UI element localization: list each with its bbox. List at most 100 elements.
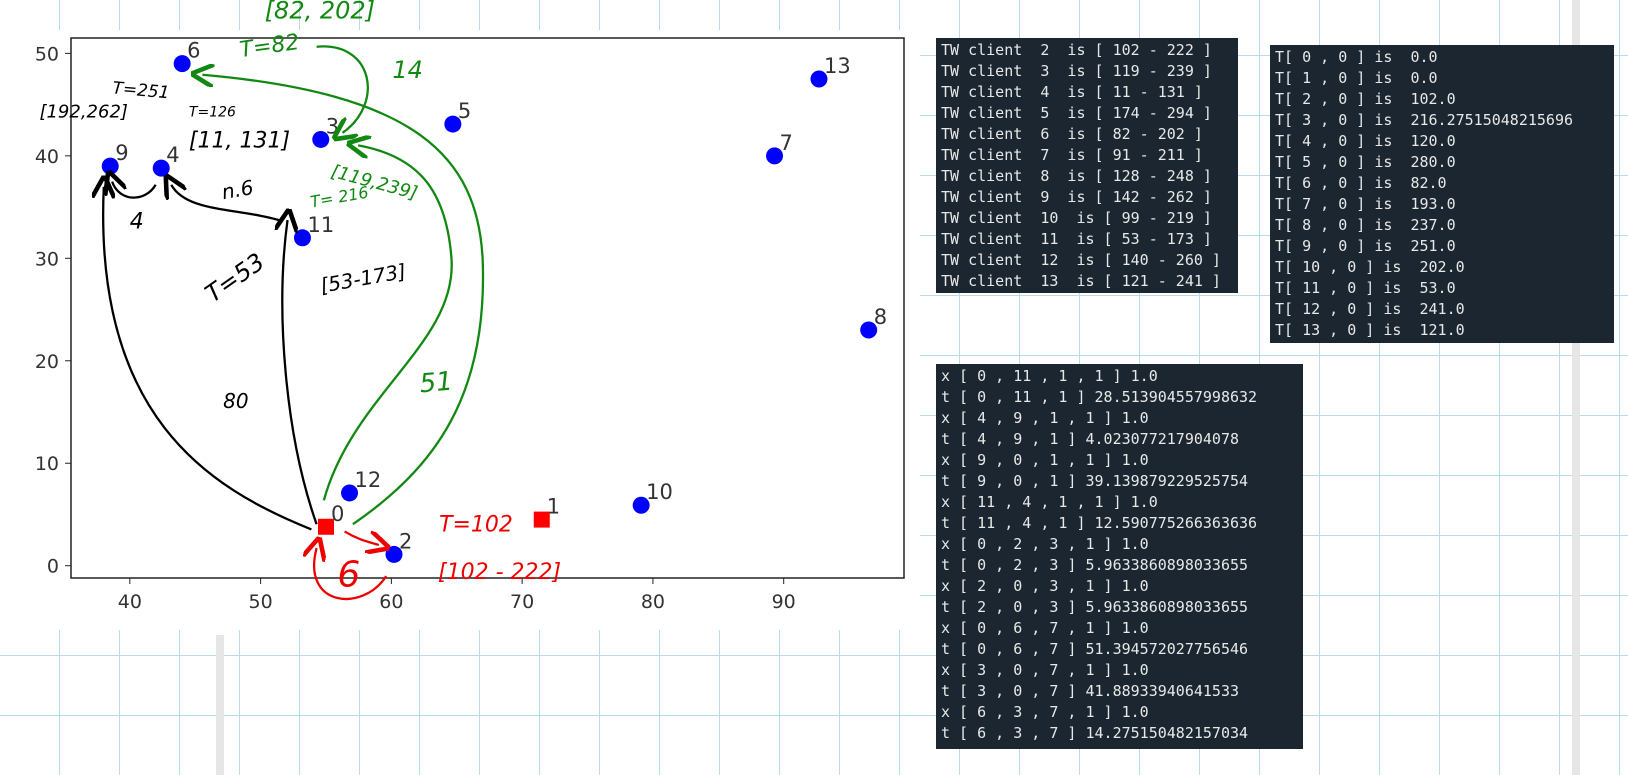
handwritten-note: n.6 bbox=[220, 175, 255, 204]
point-label: 9 bbox=[115, 141, 128, 165]
console-line: T[ 12 , 0 ] is 241.0 bbox=[1275, 300, 1465, 318]
console-line: T[ 11 , 0 ] is 53.0 bbox=[1275, 279, 1456, 297]
console-output: TW client 2 is [ 102 - 222 ] TW client 3 … bbox=[936, 38, 1238, 293]
point-label: 4 bbox=[166, 143, 179, 167]
depot-point bbox=[533, 511, 550, 528]
handwritten-note: [192,262] bbox=[39, 101, 127, 122]
console-line: T[ 3 , 0 ] is 216.2751504821569​6 bbox=[1275, 111, 1574, 129]
console-line: x [ 0 , 2 , 3 , 1 ] 1.0 bbox=[941, 535, 1149, 553]
handwritten-note: T=251 bbox=[112, 78, 171, 103]
depot-point bbox=[318, 518, 334, 535]
handwritten-note: T=102 bbox=[439, 512, 513, 537]
x-tick-label: 60 bbox=[379, 591, 403, 613]
arrow bbox=[202, 75, 485, 526]
arrow bbox=[282, 220, 318, 525]
console-line: TW client 6 is [ 82 - 202 ] bbox=[941, 125, 1203, 143]
client-point bbox=[632, 496, 650, 514]
divider bbox=[1572, 0, 1580, 775]
y-tick-label: 50 bbox=[35, 43, 59, 65]
console-line: x [ 6 , 3 , 7 , 1 ] 1.0 bbox=[941, 703, 1149, 721]
handwritten-note: [102 - 222] bbox=[438, 560, 561, 585]
console-line: TW client 9 is [ 142 - 262 ] bbox=[941, 188, 1212, 206]
console-line: T[ 6 , 0 ] is 82.0 bbox=[1275, 174, 1447, 192]
console-line: TW client 4 is [ 11 - 131 ] bbox=[941, 83, 1203, 101]
handwritten-note: [11, 131] bbox=[189, 128, 290, 153]
handwriting bbox=[103, 45, 485, 601]
handwritten-note: 6 bbox=[337, 554, 360, 595]
point-label: 2 bbox=[399, 529, 412, 553]
console-line: x [ 4 , 9 , 1 , 1 ] 1.0 bbox=[941, 409, 1149, 427]
y-tick-label: 10 bbox=[35, 453, 59, 475]
point-label: 6 bbox=[187, 39, 200, 63]
console-line: T[ 9 , 0 ] is 251.0 bbox=[1275, 237, 1456, 255]
console-line: x [ 2 , 0 , 3 , 1 ] 1.0 bbox=[941, 577, 1149, 595]
console-line: t [ 9 , 0 , 1 ] 39.139879229525754 bbox=[941, 472, 1249, 490]
y-tick-label: 30 bbox=[35, 248, 59, 270]
point-label: 3 bbox=[326, 114, 339, 138]
console-line: T[ 13 , 0 ] is 121.0 bbox=[1275, 321, 1465, 339]
point-label: 1 bbox=[547, 495, 560, 519]
point-label: 13 bbox=[824, 54, 851, 78]
console-line: TW client 11 is [ 53 - 173 ] bbox=[941, 230, 1212, 248]
arrow bbox=[103, 187, 312, 531]
x-tick-label: 90 bbox=[772, 591, 796, 613]
console-line: T[ 7 , 0 ] is 193.0 bbox=[1275, 195, 1456, 213]
x-tick-label: 40 bbox=[118, 591, 142, 613]
y-tick-label: 0 bbox=[47, 556, 59, 578]
client-point bbox=[766, 147, 784, 165]
y-tick-label: 40 bbox=[35, 146, 59, 168]
console-output: x [ 0 , 11 , 1 , 1 ] 1.0 t [ 0 , 11 , 1 ]… bbox=[936, 364, 1303, 749]
arrow bbox=[314, 548, 388, 601]
console-line: t [ 6 , 3 , 7 ] 14.275150482157034 bbox=[941, 724, 1249, 742]
console-line: TW client 7 is [ 91 - 211 ] bbox=[941, 146, 1203, 164]
client-point bbox=[810, 70, 828, 88]
console-line: x [ 11 , 4 , 1 , 1 ] 1.0 bbox=[941, 493, 1158, 511]
console-line: TW client 13 is [ 121 - 241 ] bbox=[941, 272, 1221, 290]
client-point bbox=[860, 321, 878, 339]
point-label: 7 bbox=[780, 131, 793, 155]
handwritten-note: 80 bbox=[223, 389, 248, 413]
console-line: T[ 1 , 0 ] is 0.0 bbox=[1275, 69, 1438, 87]
console-line: TW client 2 is [ 102 - 222 ] bbox=[941, 41, 1212, 59]
console-line: t [ 11 , 4 , 1 ] 12.590775266363636 bbox=[941, 514, 1258, 532]
console-line: T[ 2 , 0 ] is 102.0 bbox=[1275, 90, 1456, 108]
console-output: T[ 0 , 0 ] is 0.0 T[ 1 , 0 ] is 0.0 T[ 2 ,… bbox=[1270, 45, 1614, 343]
point-label: 10 bbox=[646, 480, 673, 504]
handwritten-note: [82, 202] bbox=[265, 0, 375, 25]
x-tick-label: 80 bbox=[641, 591, 665, 613]
console-line: x [ 0 , 11 , 1 , 1 ] 1.0 bbox=[941, 367, 1158, 385]
console-line: T[ 4 , 0 ] is 120.0 bbox=[1275, 132, 1456, 150]
client-point bbox=[312, 130, 330, 148]
point-label: 12 bbox=[355, 468, 382, 492]
x-tick-label: 70 bbox=[510, 591, 534, 613]
arrow bbox=[112, 182, 157, 199]
console-line: t [ 2 , 0 , 3 ] 5.9633860898033655 bbox=[941, 598, 1249, 616]
console-line: t [ 0 , 6 , 7 ] 51.394572027756546 bbox=[941, 640, 1249, 658]
arrow bbox=[171, 185, 283, 223]
client-point bbox=[293, 229, 311, 247]
console-line: t [ 0 , 11 , 1 ] 28.513904557998632 bbox=[941, 388, 1258, 406]
console-line: x [ 0 , 6 , 7 , 1 ] 1.0 bbox=[941, 619, 1149, 637]
client-point bbox=[173, 55, 191, 73]
console-line: t [ 0 , 2 , 3 ] 5.9633860898033655 bbox=[941, 556, 1249, 574]
console-line: x [ 9 , 0 , 1 , 1 ] 1.0 bbox=[941, 451, 1149, 469]
console-line: T[ 5 , 0 ] is 280.0 bbox=[1275, 153, 1456, 171]
y-tick-label: 20 bbox=[35, 351, 59, 373]
handwritten-note: 51 bbox=[418, 367, 454, 400]
console-line: T[ 8 , 0 ] is 237.0 bbox=[1275, 216, 1456, 234]
arrow bbox=[316, 45, 369, 132]
plot-area bbox=[70, 37, 905, 579]
console-line: TW client 5 is [ 174 - 294 ] bbox=[941, 104, 1212, 122]
console-line: t [ 4 , 9 , 1 ] 4.023077217904078 bbox=[941, 430, 1240, 448]
console-line: t [ 3 , 0 , 7 ] 41.88933940641533 bbox=[941, 682, 1240, 700]
point-label: 0 bbox=[331, 502, 344, 526]
arrow bbox=[322, 145, 453, 501]
console-line: TW client 10 is [ 99 - 219 ] bbox=[941, 209, 1212, 227]
handwritten-note: T=126 bbox=[189, 104, 236, 120]
point-label: 11 bbox=[307, 213, 334, 237]
handwritten-note: 4 bbox=[130, 209, 144, 234]
console-line: x [ 3 , 0 , 7 , 1 ] 1.0 bbox=[941, 661, 1149, 679]
divider bbox=[216, 635, 224, 775]
